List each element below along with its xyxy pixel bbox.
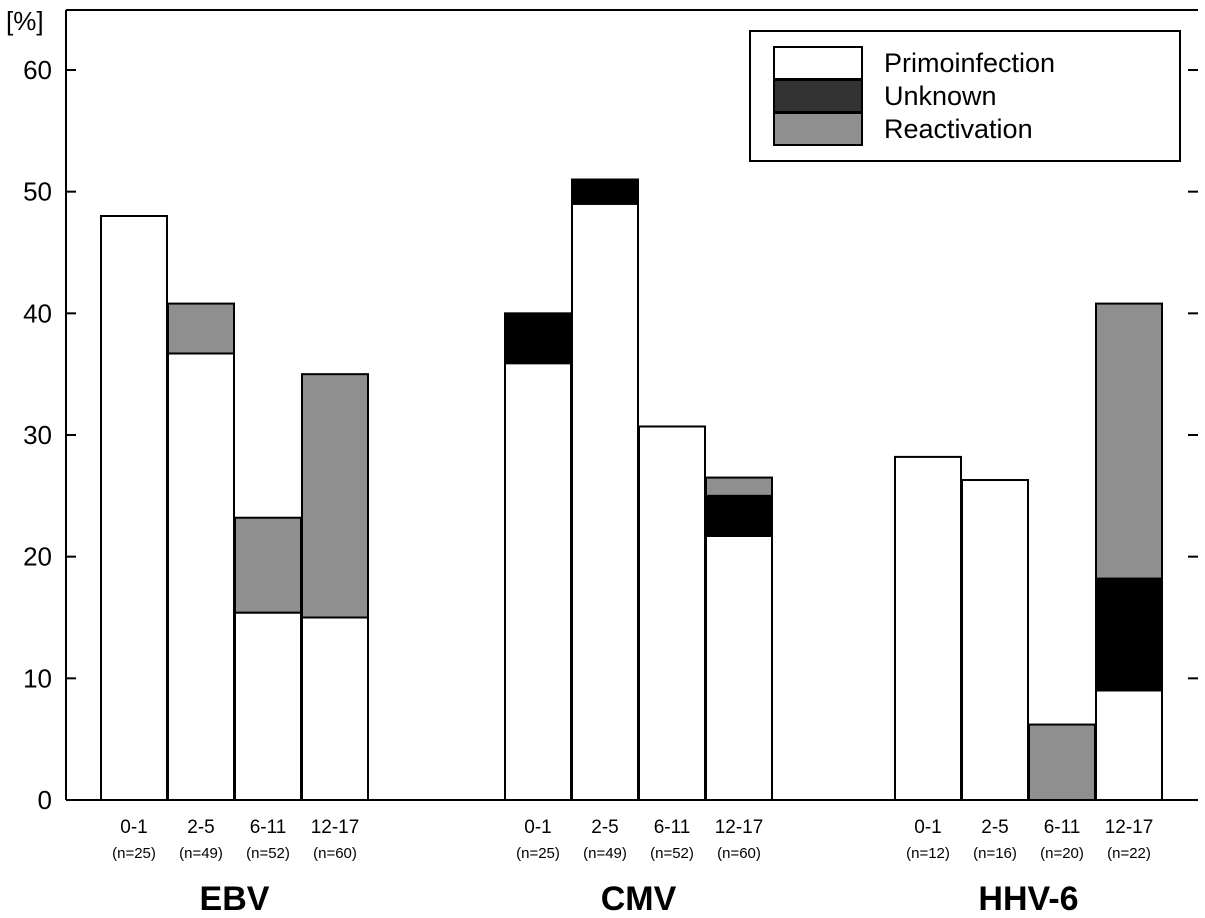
- bar-segment-reactivation: [705, 476, 773, 497]
- bar-segment-primoinfection: [504, 362, 572, 801]
- y-tick-label: 0: [38, 785, 52, 815]
- group-label: EBV: [200, 880, 270, 918]
- y-tick-label: 10: [23, 663, 52, 693]
- bar-segment-primoinfection: [301, 616, 369, 801]
- x-sample-size-label: (n=12): [906, 845, 950, 862]
- x-category-label: 0-1: [524, 817, 551, 838]
- x-sample-size-label: (n=16): [973, 845, 1017, 862]
- x-axis-labels: 0-1 (n=25) 2-5 (n=49) 6-11 (n=52) 12-17 (n=60) E…: [112, 817, 1153, 918]
- x-category-label: 0-1: [914, 817, 941, 838]
- bar-segment-unknown: [504, 312, 572, 365]
- x-category-label: 2-5: [187, 817, 214, 838]
- legend-swatch: [773, 79, 863, 113]
- x-sample-size-label: (n=49): [179, 845, 223, 862]
- y-tick-label: 50: [23, 177, 52, 207]
- bar-segment-unknown: [705, 494, 773, 537]
- x-sample-size-label: (n=52): [650, 845, 694, 862]
- y-tick-label: 20: [23, 542, 52, 572]
- x-sample-size-label: (n=22): [1107, 845, 1151, 862]
- bar-segment-primoinfection: [571, 202, 639, 802]
- bar-segment-reactivation: [167, 302, 235, 355]
- bar-segment-reactivation: [301, 373, 369, 619]
- x-category-label: 12-17: [311, 817, 360, 838]
- bars: [100, 178, 1163, 802]
- group-label: HHV-6: [978, 880, 1078, 918]
- legend-label: Unknown: [884, 81, 997, 111]
- x-category-label: 2-5: [981, 817, 1008, 838]
- bar-segment-reactivation: [1028, 723, 1096, 801]
- bar-segment-primoinfection: [100, 215, 168, 801]
- x-category-label: 0-1: [120, 817, 147, 838]
- x-category-label: 12-17: [715, 817, 764, 838]
- bar-segment-unknown: [1095, 577, 1163, 692]
- x-sample-size-label: (n=25): [112, 845, 156, 862]
- legend-swatch: [773, 112, 863, 146]
- y-tick-label: 30: [23, 420, 52, 450]
- bar-segment-primoinfection: [961, 479, 1029, 801]
- x-category-label: 12-17: [1105, 817, 1154, 838]
- x-category-label: 6-11: [1044, 817, 1081, 838]
- legend-label: Primoinfection: [884, 48, 1055, 78]
- bar-segment-primoinfection: [234, 611, 302, 802]
- x-sample-size-label: (n=20): [1040, 845, 1084, 862]
- bar-segment-primoinfection: [167, 352, 235, 801]
- bar-segment-reactivation: [234, 516, 302, 614]
- group-label: CMV: [601, 880, 677, 918]
- bar-segment-reactivation: [1095, 302, 1163, 580]
- bar-segment-primoinfection: [705, 534, 773, 801]
- x-sample-size-label: (n=60): [313, 845, 357, 862]
- y-tick-label: 40: [23, 298, 52, 328]
- y-axis-unit-label: [%]: [6, 6, 44, 36]
- x-sample-size-label: (n=25): [516, 845, 560, 862]
- bar-segment-primoinfection: [1095, 689, 1163, 801]
- x-category-label: 6-11: [250, 817, 287, 838]
- bar-segment-primoinfection: [894, 455, 962, 801]
- x-sample-size-label: (n=52): [246, 845, 290, 862]
- legend-swatch: [773, 46, 863, 80]
- x-category-label: 2-5: [591, 817, 618, 838]
- legend-label: Reactivation: [884, 114, 1033, 144]
- x-category-label: 6-11: [654, 817, 691, 838]
- x-sample-size-label: (n=49): [583, 845, 627, 862]
- y-tick-label: 60: [23, 55, 52, 85]
- x-sample-size-label: (n=60): [717, 845, 761, 862]
- y-axis-ticks: 0 10 20 30 40 50 60: [23, 55, 1198, 815]
- bar-segment-primoinfection: [638, 425, 706, 801]
- bar-segment-unknown: [571, 178, 639, 205]
